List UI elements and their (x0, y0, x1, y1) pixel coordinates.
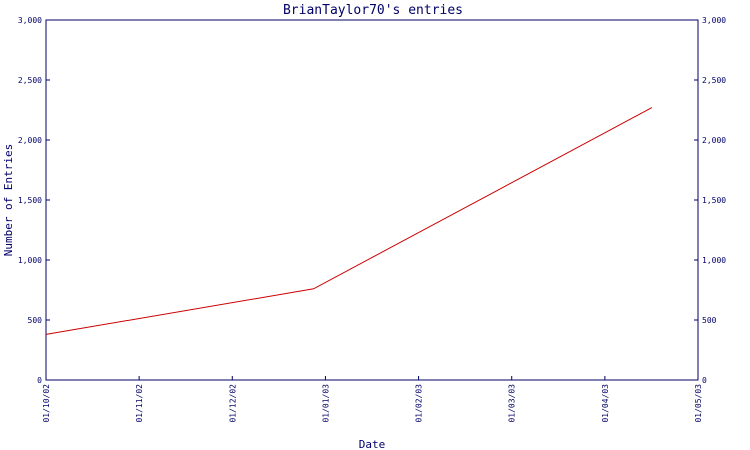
y-tick-label-left: 3,000 (18, 16, 42, 25)
y-tick-label-right: 2,500 (702, 76, 726, 85)
x-tick-label: 01/05/03 (694, 384, 703, 423)
y-tick-label-left: 0 (37, 376, 42, 385)
y-tick-label-left: 2,000 (18, 136, 42, 145)
x-axis-label: Date (359, 438, 386, 450)
y-axis-left: 0 500 1,000 1,500 2,000 2,500 3,000 (18, 16, 50, 385)
x-tick-label: 01/11/02 (135, 384, 144, 423)
x-tick-label: 01/03/03 (508, 384, 517, 423)
plot-frame (45, 19, 699, 381)
series-layer (45, 107, 653, 335)
y-tick-label-left: 500 (28, 316, 43, 325)
series-line (45, 107, 653, 335)
x-tick-label: 01/10/02 (42, 384, 51, 423)
y-tick-label-right: 500 (702, 316, 717, 325)
x-tick-label: 01/02/03 (415, 384, 424, 423)
y-tick-label-right: 3,000 (702, 16, 726, 25)
y-tick-label-right: 0 (702, 376, 707, 385)
y-tick-label-right: 1,500 (702, 196, 726, 205)
y-axis-label: Number of Entries (2, 144, 15, 257)
y-tick-label-right: 1,000 (702, 256, 726, 265)
y-tick-label-left: 2,500 (18, 76, 42, 85)
chart-title: BrianTaylor70's entries (283, 3, 463, 18)
x-tick-label: 01/12/02 (228, 384, 237, 423)
y-tick-label-left: 1,000 (18, 256, 42, 265)
y-tick-label-left: 1,500 (18, 196, 42, 205)
x-tick-label: 01/04/03 (601, 384, 610, 423)
x-axis: 01/10/02 01/11/02 01/12/02 01/01/03 01/02/03… (42, 376, 703, 423)
x-tick-label: 01/01/03 (321, 384, 330, 423)
y-axis-right: 0 500 1,000 1,500 2,000 2,500 3,000 (694, 16, 726, 385)
y-tick-label-right: 2,000 (702, 136, 726, 145)
